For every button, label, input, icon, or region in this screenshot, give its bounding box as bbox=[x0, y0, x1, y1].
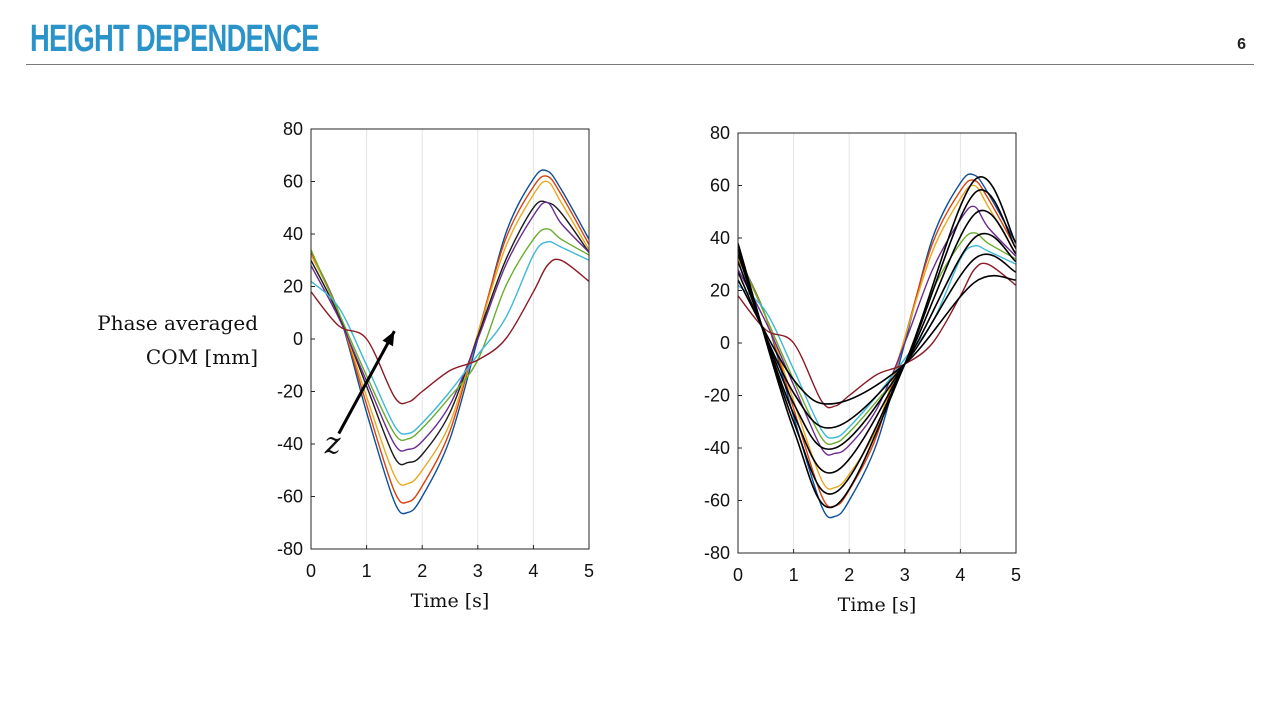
x-tick-label: 0 bbox=[733, 565, 743, 585]
x-axis-label: Time [s] bbox=[411, 590, 490, 612]
y-tick-label: 40 bbox=[710, 228, 730, 248]
series-line bbox=[311, 228, 589, 442]
series-line bbox=[311, 240, 589, 435]
series-line bbox=[738, 184, 1016, 490]
y-tick-label: 20 bbox=[283, 277, 303, 297]
series-group bbox=[738, 173, 1016, 519]
x-tick-label: 3 bbox=[473, 561, 483, 581]
plot-area bbox=[738, 133, 1016, 553]
y-tick-label: -20 bbox=[277, 382, 303, 402]
z-arrow-shaft bbox=[337, 330, 396, 435]
plot-area bbox=[311, 129, 589, 549]
y-tick-label: -20 bbox=[704, 386, 730, 406]
series-line bbox=[738, 179, 1016, 508]
title-rule bbox=[26, 64, 1254, 65]
series-line bbox=[738, 176, 1016, 509]
ylabel-line-1: Phase averaged bbox=[97, 311, 258, 335]
series-line bbox=[738, 274, 1016, 405]
y-tick-label: -60 bbox=[277, 487, 303, 507]
series-line bbox=[738, 232, 1016, 451]
series-line bbox=[738, 209, 1016, 474]
x-tick-label: 0 bbox=[306, 561, 316, 581]
y-tick-label: 80 bbox=[710, 123, 730, 143]
y-tick-label: 0 bbox=[293, 329, 303, 349]
y-tick-label: 0 bbox=[720, 333, 730, 353]
x-tick-label: 2 bbox=[417, 561, 427, 581]
x-tick-label: 5 bbox=[584, 561, 594, 581]
series-line bbox=[311, 175, 589, 504]
x-tick-label: 4 bbox=[528, 561, 538, 581]
shared-ylabel: Phase averaged COM [mm] bbox=[97, 306, 258, 374]
y-tick-label: -40 bbox=[704, 438, 730, 458]
series-line bbox=[738, 253, 1016, 429]
ylabel-line-2: COM [mm] bbox=[145, 345, 258, 369]
page-number: 6 bbox=[1237, 36, 1246, 53]
y-tick-label: -80 bbox=[704, 543, 730, 563]
chart-1: 0 1 2 3 4 5 -80 -60 -40 -20 0 20 40 60 80 Time [s] z bbox=[277, 119, 594, 612]
z-arrow-label: z bbox=[324, 427, 341, 462]
z-arrow-head bbox=[382, 331, 395, 347]
y-tick-label: -40 bbox=[277, 434, 303, 454]
y-tick-label: 60 bbox=[710, 176, 730, 196]
y-tick-label: 60 bbox=[283, 172, 303, 192]
series-line bbox=[738, 262, 1016, 409]
y-tick-label: 20 bbox=[710, 281, 730, 301]
chart-2: 0 1 2 3 4 5 -80 -60 -40 -20 0 20 40 60 80 Time [s] bbox=[704, 123, 1021, 616]
series-line bbox=[311, 258, 589, 405]
y-tick-label: 80 bbox=[283, 119, 303, 139]
y-tick-label: -60 bbox=[704, 491, 730, 511]
series-line bbox=[311, 180, 589, 486]
series-group bbox=[311, 169, 589, 515]
x-tick-label: 5 bbox=[1011, 565, 1021, 585]
slide-title: HEIGHT DEPENDENCE bbox=[30, 18, 319, 60]
y-tick-label: 40 bbox=[283, 224, 303, 244]
x-tick-label: 3 bbox=[900, 565, 910, 585]
series-line bbox=[738, 205, 1016, 456]
x-tick-label: 1 bbox=[789, 565, 799, 585]
series-line bbox=[738, 189, 1016, 495]
x-tick-label: 2 bbox=[844, 565, 854, 585]
y-tick-label: -80 bbox=[277, 539, 303, 559]
series-line bbox=[311, 169, 589, 515]
x-tick-label: 4 bbox=[955, 565, 965, 585]
x-tick-label: 1 bbox=[362, 561, 372, 581]
x-axis-label: Time [s] bbox=[838, 594, 917, 616]
